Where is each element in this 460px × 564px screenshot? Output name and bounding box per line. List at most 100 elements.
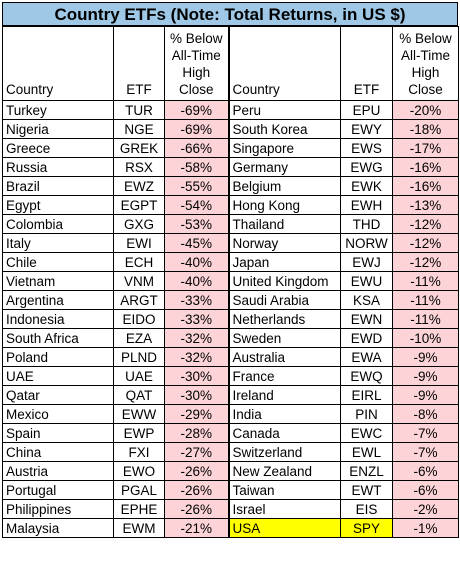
- right-country-cell: Thailand: [228, 214, 341, 234]
- left-pct-cell: -26%: [164, 480, 230, 500]
- left-pct-cell: -26%: [164, 461, 230, 481]
- right-pct-cell: -12%: [392, 233, 459, 253]
- left-country-cell: Chile: [2, 252, 114, 272]
- right-country-cell: Japan: [228, 252, 341, 272]
- right-pct-cell: -18%: [392, 119, 459, 139]
- right-pct-cell: -17%: [392, 138, 459, 158]
- right-country-cell: Peru: [228, 100, 341, 120]
- right-pct-cell: -13%: [392, 195, 459, 215]
- right-etf-cell: EWK: [340, 176, 393, 196]
- right-country-cell: Israel: [228, 499, 341, 519]
- left-country-cell: Austria: [2, 461, 114, 481]
- header-etf-left: ETF: [113, 26, 165, 101]
- left-country-cell: Greece: [2, 138, 114, 158]
- right-country-cell: Singapore: [228, 138, 341, 158]
- header-pct-line1: % Below: [169, 31, 223, 46]
- right-etf-cell: EWG: [340, 157, 393, 177]
- left-country-cell: Qatar: [2, 385, 114, 405]
- table-row: Vietnam VNM -40% United Kingdom EWU -11%: [2, 271, 459, 291]
- left-etf-cell: EPHE: [113, 499, 165, 519]
- header-country-right: Country: [228, 26, 341, 101]
- left-etf-cell: UAE: [113, 366, 165, 386]
- right-etf-cell: PIN: [340, 404, 393, 424]
- right-country-cell: India: [228, 404, 341, 424]
- left-pct-cell: -30%: [164, 385, 230, 405]
- right-pct-cell: -7%: [392, 423, 459, 443]
- right-country-cell: Switzerland: [228, 442, 341, 462]
- header-pct-line3: High: [182, 65, 211, 80]
- right-etf-cell: ENZL: [340, 461, 393, 481]
- table-row: Spain EWP -28% Canada EWC -7%: [2, 423, 459, 443]
- right-country-cell: Sweden: [228, 328, 341, 348]
- right-pct-cell: -16%: [392, 157, 459, 177]
- header-pct-line3: High: [411, 65, 440, 80]
- right-country-cell: USA: [228, 518, 341, 538]
- table-row: Poland PLND -32% Australia EWA -9%: [2, 347, 459, 367]
- left-country-cell: China: [2, 442, 114, 462]
- right-etf-cell: EWU: [340, 271, 393, 291]
- left-etf-cell: PGAL: [113, 480, 165, 500]
- right-pct-cell: -8%: [392, 404, 459, 424]
- right-etf-cell: THD: [340, 214, 393, 234]
- right-etf-cell: EWC: [340, 423, 393, 443]
- left-pct-cell: -69%: [164, 100, 230, 120]
- table-row: Portugal PGAL -26% Taiwan EWT -6%: [2, 480, 459, 500]
- left-country-cell: UAE: [2, 366, 114, 386]
- etf-table-container: Country ETFs (Note: Total Returns, in US…: [2, 2, 459, 538]
- right-etf-cell: EWA: [340, 347, 393, 367]
- right-pct-cell: -9%: [392, 385, 459, 405]
- table-row: Colombia GXG -53% Thailand THD -12%: [2, 214, 459, 234]
- left-country-cell: Indonesia: [2, 309, 114, 329]
- right-pct-cell: -2%: [392, 499, 459, 519]
- right-country-cell: Canada: [228, 423, 341, 443]
- left-etf-cell: QAT: [113, 385, 165, 405]
- left-etf-cell: TUR: [113, 100, 165, 120]
- table-title: Country ETFs (Note: Total Returns, in US…: [2, 2, 458, 26]
- right-country-cell: United Kingdom: [228, 271, 341, 291]
- right-country-cell: Belgium: [228, 176, 341, 196]
- right-pct-cell: -11%: [392, 290, 459, 310]
- table-row: UAE UAE -30% France EWQ -9%: [2, 366, 459, 386]
- left-etf-cell: GXG: [113, 214, 165, 234]
- left-pct-cell: -58%: [164, 157, 230, 177]
- left-pct-cell: -53%: [164, 214, 230, 234]
- header-country-left: Country: [2, 26, 114, 101]
- right-etf-cell: EWN: [340, 309, 393, 329]
- left-pct-cell: -30%: [164, 366, 230, 386]
- right-etf-cell: KSA: [340, 290, 393, 310]
- left-pct-cell: -28%: [164, 423, 230, 443]
- table-row: Brazil EWZ -55% Belgium EWK -16%: [2, 176, 459, 196]
- header-pct-line2: All-Time: [401, 48, 450, 63]
- right-pct-cell: -11%: [392, 309, 459, 329]
- table-row: Argentina ARGT -33% Saudi Arabia KSA -11%: [2, 290, 459, 310]
- right-pct-cell: -16%: [392, 176, 459, 196]
- right-country-cell: Hong Kong: [228, 195, 341, 215]
- right-pct-cell: -20%: [392, 100, 459, 120]
- left-pct-cell: -27%: [164, 442, 230, 462]
- left-pct-cell: -26%: [164, 499, 230, 519]
- header-etf-right: ETF: [340, 26, 393, 101]
- left-etf-cell: PLND: [113, 347, 165, 367]
- right-country-cell: Australia: [228, 347, 341, 367]
- left-country-cell: Philippines: [2, 499, 114, 519]
- left-etf-cell: GREK: [113, 138, 165, 158]
- right-etf-cell: EWT: [340, 480, 393, 500]
- left-pct-cell: -40%: [164, 271, 230, 291]
- right-etf-cell: EWY: [340, 119, 393, 139]
- table-row: Philippines EPHE -26% Israel EIS -2%: [2, 499, 459, 519]
- right-etf-cell: NORW: [340, 233, 393, 253]
- left-country-cell: Argentina: [2, 290, 114, 310]
- left-etf-cell: EWP: [113, 423, 165, 443]
- left-pct-cell: -29%: [164, 404, 230, 424]
- left-country-cell: Mexico: [2, 404, 114, 424]
- right-country-cell: France: [228, 366, 341, 386]
- left-etf-cell: EWZ: [113, 176, 165, 196]
- right-pct-cell: -12%: [392, 214, 459, 234]
- table-row: Turkey TUR -69% Peru EPU -20%: [2, 100, 459, 120]
- left-country-cell: Portugal: [2, 480, 114, 500]
- left-pct-cell: -55%: [164, 176, 230, 196]
- right-etf-cell: EWL: [340, 442, 393, 462]
- right-etf-cell: EWH: [340, 195, 393, 215]
- left-country-cell: Spain: [2, 423, 114, 443]
- left-etf-cell: FXI: [113, 442, 165, 462]
